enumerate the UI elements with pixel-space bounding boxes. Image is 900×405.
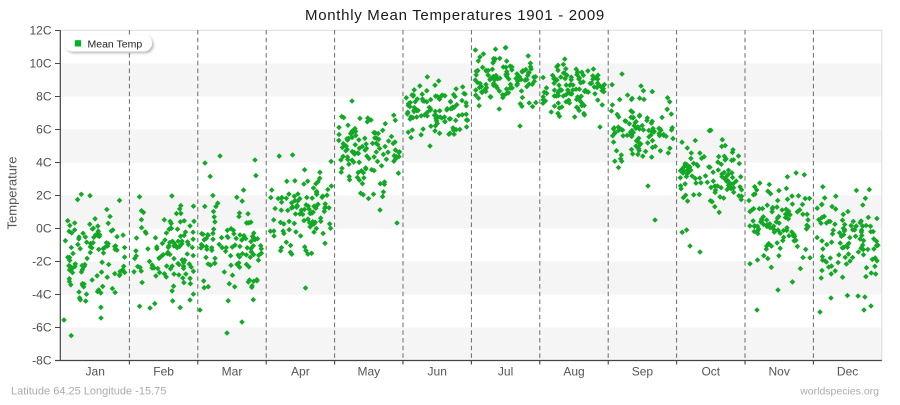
- svg-text:Oct: Oct: [701, 365, 720, 379]
- svg-text:Latitude 64.25 Longitude -15.7: Latitude 64.25 Longitude -15.75: [11, 386, 166, 398]
- svg-text:Dec: Dec: [837, 365, 858, 379]
- svg-text:Sep: Sep: [632, 365, 654, 379]
- svg-text:Jul: Jul: [498, 365, 513, 379]
- svg-text:worldspecies.org: worldspecies.org: [799, 385, 879, 397]
- svg-text:Mar: Mar: [222, 365, 243, 379]
- svg-text:May: May: [357, 365, 380, 379]
- svg-text:Temperature: Temperature: [5, 157, 20, 230]
- svg-text:Feb: Feb: [153, 365, 174, 379]
- svg-text:Jan: Jan: [86, 365, 105, 379]
- svg-text:-8C: -8C: [32, 354, 52, 368]
- svg-text:12C: 12C: [29, 24, 51, 38]
- svg-text:8C: 8C: [36, 90, 52, 104]
- svg-text:-6C: -6C: [32, 321, 52, 335]
- svg-text:6C: 6C: [36, 123, 52, 137]
- svg-text:-4C: -4C: [32, 288, 52, 302]
- svg-text:Nov: Nov: [769, 365, 790, 379]
- svg-text:Aug: Aug: [563, 365, 584, 379]
- svg-text:4C: 4C: [36, 156, 52, 170]
- svg-text:2C: 2C: [36, 189, 52, 203]
- svg-text:Monthly Mean Temperatures 1901: Monthly Mean Temperatures 1901 - 2009: [305, 7, 605, 24]
- svg-text:10C: 10C: [29, 57, 51, 71]
- svg-text:Jun: Jun: [428, 365, 447, 379]
- svg-text:Mean Temp: Mean Temp: [88, 38, 143, 50]
- svg-text:Apr: Apr: [291, 365, 310, 379]
- svg-text:0C: 0C: [36, 222, 52, 236]
- svg-text:-2C: -2C: [32, 255, 52, 269]
